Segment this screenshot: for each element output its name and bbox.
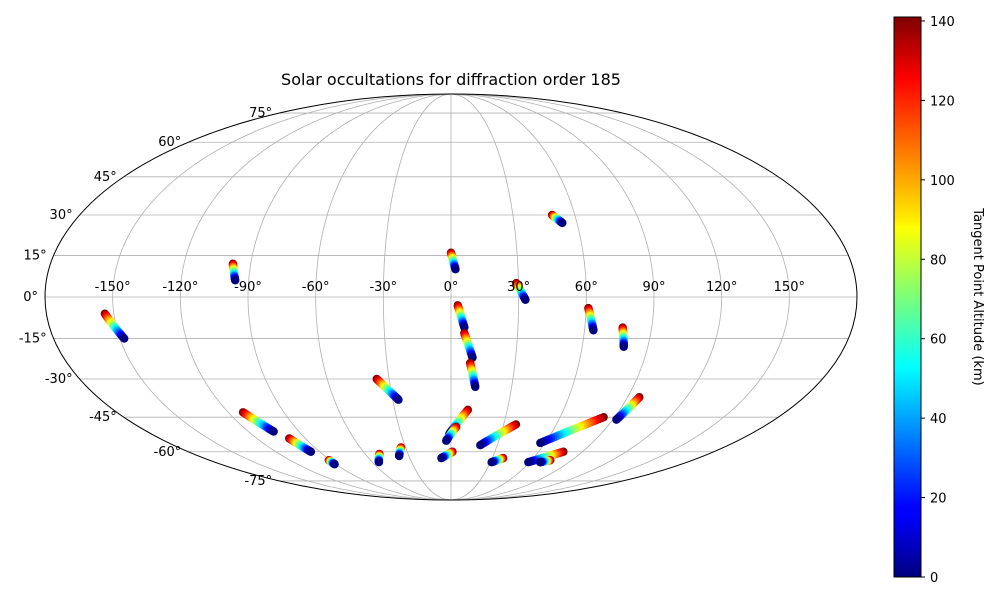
- occultation-track: [612, 392, 644, 424]
- track-point: [524, 458, 533, 467]
- chart-title: Solar occultations for diffraction order…: [281, 70, 621, 89]
- longitude-tick-label: -90°: [234, 280, 262, 295]
- occultation-track: [584, 303, 598, 335]
- occultation-track: [476, 420, 521, 450]
- occultation-track: [618, 323, 628, 351]
- latitude-tick-label: 15°: [24, 248, 47, 263]
- occultation-track: [374, 449, 384, 467]
- track-point: [612, 415, 621, 424]
- track-point: [437, 453, 446, 463]
- longitude-tick-label: -150°: [95, 280, 131, 295]
- occultation-track: [535, 455, 555, 467]
- colorbar-ticks: 0 20 40 60 80 100 120 140: [921, 15, 955, 586]
- latitude-tick-label: 30°: [50, 208, 73, 223]
- longitude-tick-label: 0°: [444, 280, 459, 295]
- track-point: [442, 436, 451, 445]
- latitude-tick-label: -75°: [244, 474, 272, 489]
- longitude-tick-label: -60°: [302, 280, 330, 295]
- track-point: [535, 458, 545, 467]
- track-point: [306, 447, 316, 456]
- occultation-track: [466, 358, 480, 392]
- occultation-track: [460, 328, 477, 362]
- occultation-track: [228, 259, 240, 285]
- longitude-tick-label: 60°: [575, 280, 598, 295]
- occultation-track: [238, 408, 278, 436]
- latitude-tick-label: -45°: [89, 410, 117, 425]
- latitude-tick-labels: -75° -60° -45° -30° -15° 0° 15° 30° 45° 60° 75°: [19, 106, 272, 489]
- occultation-track: [372, 374, 403, 404]
- track-point: [394, 451, 404, 461]
- colorbar-tick-label: 80: [930, 253, 947, 268]
- occultation-track: [285, 434, 316, 456]
- colorbar-tick-label: 20: [930, 492, 947, 507]
- map-boundary: [44, 93, 858, 501]
- latitude-tick-label: 60°: [158, 135, 181, 150]
- track-point: [536, 438, 545, 448]
- longitude-tick-labels: -150° -120° -90° -60° -30° 0° 30° 60° 90° 120° 150…: [95, 280, 805, 295]
- colorbar-tick-label: 40: [930, 412, 947, 427]
- longitude-tick-label: 150°: [774, 280, 805, 295]
- longitude-tick-label: 90°: [642, 280, 665, 295]
- colorbar-tick-label: 100: [930, 174, 955, 189]
- colorbar-tick-label: 60: [930, 333, 947, 348]
- latitude-tick-label: -15°: [19, 332, 47, 347]
- latitude-tick-label: 0°: [23, 290, 38, 305]
- occultation-track: [453, 301, 469, 332]
- track-point: [619, 342, 628, 351]
- longitude-tick-label: 120°: [706, 280, 737, 295]
- track-point: [476, 441, 485, 450]
- longitude-tick-label: -120°: [162, 280, 198, 295]
- track-point: [394, 395, 403, 404]
- track-point: [231, 276, 240, 285]
- track-point: [589, 326, 598, 335]
- occultation-track: [487, 453, 508, 467]
- occultation-track: [547, 210, 567, 228]
- colorbar-tick-label: 0: [930, 571, 938, 586]
- occultation-track: [446, 248, 460, 274]
- occultation-track: [437, 447, 457, 463]
- occultation-track: [536, 412, 608, 448]
- track-point: [558, 218, 567, 228]
- occultation-tracks: [100, 210, 644, 469]
- colorbar-label: Tangent Point Altitude (km): [970, 207, 985, 385]
- occultation-track: [100, 309, 129, 343]
- occultation-track: [442, 422, 461, 445]
- track-point: [269, 427, 278, 436]
- latitude-tick-label: -60°: [154, 445, 182, 460]
- track-point: [330, 460, 339, 469]
- track-point: [471, 382, 480, 392]
- track-point: [374, 458, 384, 467]
- latitude-tick-label: -30°: [45, 372, 73, 387]
- track-point: [487, 458, 496, 467]
- latitude-tick-label: 75°: [249, 106, 272, 121]
- track-point: [521, 295, 530, 304]
- colorbar: 0 20 40 60 80 100 120 140 Tangent Point Altitud…: [893, 15, 985, 586]
- track-point: [451, 265, 460, 274]
- longitude-tick-label: 30°: [507, 280, 530, 295]
- colorbar-tick-label: 120: [930, 94, 955, 109]
- occultation-track: [512, 278, 530, 304]
- occultation-track: [394, 443, 406, 461]
- colorbar-gradient: [893, 16, 922, 578]
- longitude-tick-label: -30°: [369, 280, 397, 295]
- latitude-tick-label: 45°: [94, 170, 117, 185]
- track-point: [120, 334, 129, 343]
- occultation-track: [324, 455, 339, 469]
- colorbar-tick-label: 140: [930, 15, 955, 30]
